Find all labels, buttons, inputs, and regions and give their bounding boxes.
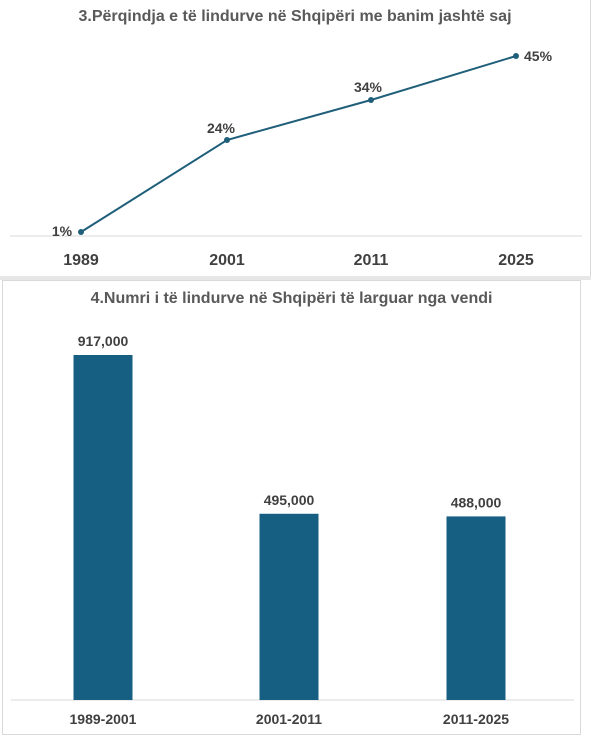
line-x-tick-1989: 1989 [63,252,99,269]
line-point-2025 [513,53,519,59]
line-x-tick-2001: 2001 [209,252,245,269]
line-point-2001 [224,137,230,143]
bar-data-label-1989-2001: 917,000 [78,333,129,349]
line-chart-title: 3.Përqindja e të lindurve në Shqipëri me… [78,8,512,25]
line-data-label-2025: 45% [524,48,553,64]
line-chart-panel: 3.Përqindja e të lindurve në Shqipëri me… [0,0,591,276]
bar-x-tick-1989-2001: 1989-2001 [70,711,137,727]
line-series [80,55,517,233]
bar-chart-svg: 917,000 1989-2001 495,000 2001-2011 488,000 2… [11,333,574,727]
line-point-1989 [78,229,84,235]
bar-chart-title: 4.Numri i të lindurve në Shqipëri të lar… [90,290,493,307]
line-data-label-2011: 34% [354,79,383,95]
bar-2011-2025 [446,516,506,700]
line-point-2011 [368,97,374,103]
bar-data-label-2001-2011: 495,000 [264,492,315,508]
line-x-tick-2025: 2025 [498,252,534,269]
line-data-label-2001: 24% [207,120,236,136]
bar-2001-2011 [259,513,319,700]
bar-x-tick-2011-2025: 2011-2025 [443,711,509,727]
panel-separator [0,276,591,280]
line-chart-svg: 1% 24% 34% 45% 1989 2001 2011 2025 [10,48,582,269]
bar-data-label-2011-2025: 488,000 [451,494,502,510]
bar-1989-2001 [73,355,133,700]
bar-chart-panel: 4.Numri i të lindurve në Shqipëri të lar… [2,280,581,735]
line-x-tick-2011: 2011 [354,252,389,269]
bar-x-tick-2001-2011: 2001-2011 [256,711,322,727]
line-data-label-1989: 1% [52,223,73,239]
